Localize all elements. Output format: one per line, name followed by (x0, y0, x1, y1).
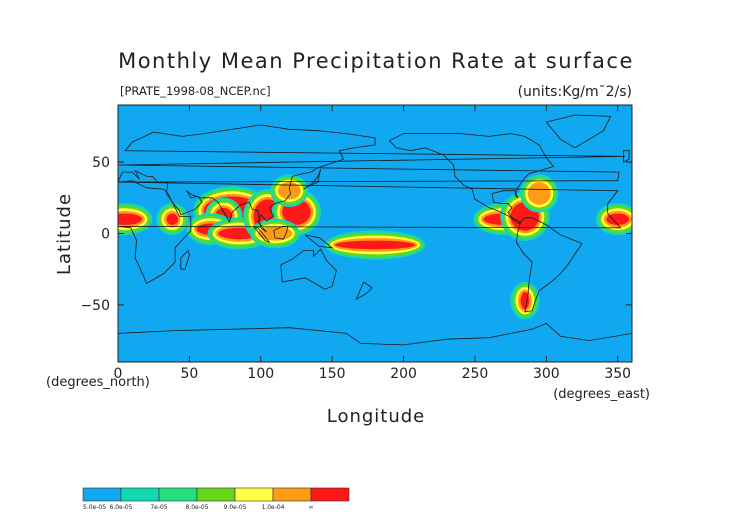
coastlines (118, 114, 632, 346)
coastline-south-america (515, 217, 583, 313)
colorbar-swatch-4 (234, 487, 274, 502)
x-tick-label-50: 50 (180, 366, 198, 382)
coastline-uk (623, 150, 630, 163)
precip-contour-14-5 (166, 213, 178, 225)
colorbar-label-3: 8.0e-05 (185, 504, 208, 511)
colorbar-swatch-5 (272, 487, 312, 502)
precip-region-8 (324, 230, 426, 260)
precip-contour-7-4 (258, 226, 293, 241)
colorbar-label-2: 7e-05 (150, 504, 167, 511)
y-tick-label--50: −50 (80, 298, 110, 314)
colorbar-swatch-2 (158, 487, 198, 502)
colorbar: 5.0e-05 6.0e-05 7e-05 8.0e-05 9.0e-05 1.0e-04… (82, 487, 350, 511)
colorbar-swatch-0 (82, 487, 122, 502)
colorbar-swatch-6 (310, 487, 350, 502)
x-tick-label-300: 300 (533, 366, 560, 382)
colorbar-label-5: 1.0e-04 (261, 504, 284, 511)
colorbar-swatch-3 (196, 487, 236, 502)
precip-contour-15-5 (520, 292, 530, 310)
x-tick-label-150: 150 (319, 366, 346, 382)
precip-contour-11-4 (527, 182, 551, 205)
precip-region-11 (520, 174, 559, 213)
coastline-sumatra (253, 226, 271, 243)
x-tick-label-250: 250 (462, 366, 489, 382)
coastline-borneo (273, 226, 289, 240)
x-axis-label: Longitude (327, 406, 426, 427)
coastline-north-america (389, 133, 555, 225)
coastline-eurasia (118, 124, 625, 233)
coastline-new-guinea (304, 234, 334, 249)
y-axis-label: Latitude (54, 193, 75, 275)
precip-region-6 (270, 174, 309, 207)
coastline-japan (303, 169, 322, 190)
coastline-antarctica (118, 322, 632, 346)
precip-region-15 (510, 281, 540, 320)
x-tick-label-200: 200 (390, 366, 417, 382)
precip-contour-12-5 (118, 213, 143, 225)
y-axis-ticks: −50 0 50 (80, 155, 632, 314)
file-label: [PRATE_1998-08_NCEP.nc] (120, 84, 271, 98)
coastline-australia (280, 248, 337, 290)
x-unit-label: (degrees_east) (553, 387, 650, 402)
units-label: (units:Kg/m¯2/s) (518, 84, 632, 100)
x-tick-label-0: 0 (114, 366, 123, 382)
y-tick-label-0: 0 (101, 227, 110, 243)
x-tick-label-100: 100 (247, 366, 274, 382)
coastline-africa (118, 180, 622, 285)
colorbar-label-1: 6.0e-05 (109, 504, 132, 511)
colorbar-swatch-1 (120, 487, 160, 502)
coastline-madagascar (180, 249, 190, 270)
chart-title: Monthly Mean Precipitation Rate at surfa… (118, 49, 634, 73)
precip-region-14 (156, 203, 189, 236)
x-axis-ticks: 0 50 100 150 200 250 300 350 (114, 105, 631, 382)
y-tick-label-50: 50 (92, 155, 110, 171)
coastline-new-zealand (355, 281, 373, 301)
colorbar-label-6: ∞ (309, 504, 314, 511)
precip-region-7 (250, 218, 300, 249)
precip-contour-13-5 (606, 213, 630, 225)
colorbar-label-0: 5.0e-05 (83, 504, 106, 511)
colorbar-label-4: 9.0e-05 (223, 504, 246, 511)
precip-region-13 (596, 203, 632, 236)
precip-contour-8-5 (335, 240, 415, 250)
x-tick-label-350: 350 (604, 366, 631, 382)
precip-contour-6-4 (277, 182, 301, 200)
precipitation-field (118, 174, 632, 320)
coastline-greenland (545, 114, 612, 149)
y-unit-label: (degrees_north) (46, 375, 150, 390)
